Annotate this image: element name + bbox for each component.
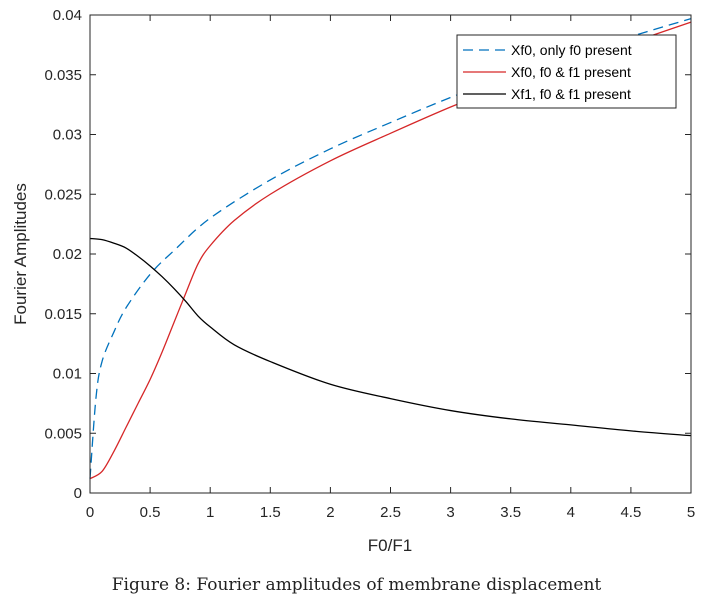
- x-tick-label: 1.5: [260, 504, 281, 521]
- y-tick-label: 0.01: [53, 366, 82, 383]
- x-tick-label: 4.5: [620, 504, 641, 521]
- series-line-3: [89, 237, 692, 437]
- figure-caption: Figure 8: Fourier amplitudes of membrane…: [111, 575, 602, 595]
- y-tick-label: 0.035: [44, 67, 82, 84]
- x-tick-label: 2: [326, 504, 334, 521]
- y-axis-label: Fourier Amplitudes: [11, 183, 30, 325]
- x-tick-label: 1: [206, 504, 214, 521]
- x-tick-label: 2.5: [380, 504, 401, 521]
- y-tick-label: 0.03: [53, 127, 82, 144]
- y-tick-label: 0.015: [44, 306, 82, 323]
- x-tick-label: 4: [567, 504, 575, 521]
- y-tick-label: 0.02: [53, 246, 82, 263]
- y-tick-label: 0.005: [44, 425, 82, 442]
- legend-label-2: Xf0, f0 & f1 present: [511, 64, 631, 80]
- x-tick-label: 0: [86, 504, 94, 521]
- y-tick-label: 0: [74, 485, 82, 502]
- legend-label-3: Xf1, f0 & f1 present: [511, 86, 631, 102]
- y-tick-label: 0.04: [53, 7, 82, 24]
- x-axis-ticks: 0 0.5 1 1.5 2 2.5 3 3.5 4 4.5 5: [86, 15, 695, 521]
- chart: 0 0.5 1 1.5 2 2.5 3 3.5 4 4.5 5 0 0.005 0.01 0.015 0.0…: [11, 7, 695, 555]
- x-axis-label: F0/F1: [368, 536, 412, 555]
- y-axis-ticks: 0 0.005 0.01 0.015 0.02 0.025 0.03 0.035 0.04: [44, 7, 691, 502]
- x-tick-label: 3.5: [500, 504, 521, 521]
- legend-label-1: Xf0, only f0 present: [511, 42, 632, 58]
- x-tick-label: 3: [446, 504, 454, 521]
- x-tick-label: 5: [687, 504, 695, 521]
- x-tick-label: 0.5: [140, 504, 161, 521]
- y-tick-label: 0.025: [44, 186, 82, 203]
- legend: Xf0, only f0 present Xf0, f0 & f1 present…: [456, 34, 677, 109]
